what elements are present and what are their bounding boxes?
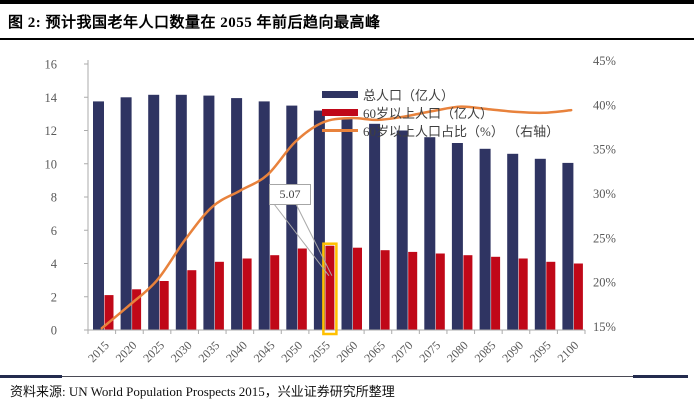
footer-divider [0,375,688,378]
elderly-population-bar [242,258,252,330]
x-axis-label: 2015 [85,338,112,365]
legend-item-total-population: 总人口（亿人） [322,86,559,103]
left-axis-tick-label: 0 [51,324,57,338]
elderly-population-bar [435,253,445,330]
left-axis-tick-label: 8 [51,191,57,205]
total-population-swatch [322,90,358,98]
total-population-bar [148,94,160,330]
right-axis-tick-label: 25% [593,231,616,245]
elderly-population-bar [159,281,169,330]
elderly-population-bar [325,245,335,330]
total-population-bar [175,94,187,330]
total-population-bar [93,101,104,331]
elderly-population-bar [380,250,390,330]
total-population-bar [120,97,132,331]
left-axis-tick-label: 2 [51,290,57,304]
x-axis-label: 2060 [334,338,361,365]
left-axis-tick-label: 10 [45,157,58,171]
total-population-bar [534,158,546,330]
elderly-population-bar [546,261,556,330]
x-axis-label: 2095 [527,338,554,365]
x-axis-label: 2025 [140,338,167,365]
left-axis-tick-label: 16 [45,58,58,72]
elderly-population-bar [104,295,114,330]
x-axis-label: 2055 [306,338,333,365]
total-population-bar [479,148,491,330]
right-axis-tick-label: 20% [593,276,616,290]
x-axis-label: 2065 [361,338,388,365]
elderly-population-bar [353,247,362,330]
elderly-population-bar [297,248,307,330]
x-axis-label: 2045 [251,338,278,365]
x-axis-label: 2020 [113,338,140,365]
total-population-bar [203,95,215,330]
elderly-population-bar [270,255,280,330]
callout-leader-line [273,203,330,277]
peak-value-callout: 5.07 [269,184,311,205]
elderly-population-bar [408,251,418,330]
chart-legend: 总人口（亿人） 60岁以上人口（亿人） 60岁以上人口占比（%） （右轴） [322,86,560,139]
right-axis-tick-label: 45% [593,54,616,68]
x-axis-label: 2070 [389,338,416,365]
peak-value-label: 5.07 [279,187,301,201]
total-population-bar [507,153,519,330]
total-population-bar [286,105,298,330]
left-axis-tick-label: 12 [45,124,58,138]
x-axis-label: 2075 [416,338,443,365]
total-population-bar [313,110,325,330]
source-note: 资料来源: UN World Population Prospects 2015… [10,381,395,400]
legend-label-elderly-population: 60岁以上人口（亿人） [363,105,494,121]
right-axis-tick-label: 40% [593,98,616,112]
right-axis-tick-label: 35% [593,143,616,157]
x-axis-label: 2030 [168,338,195,365]
total-population-bar [258,101,270,331]
left-axis-tick-label: 4 [51,257,58,271]
elderly-share-line-swatch [322,128,358,132]
total-population-bar [451,143,463,330]
right-axis-tick-label: 15% [593,320,616,334]
left-axis-tick-label: 14 [45,91,58,105]
total-population-bar [424,137,436,330]
elderly-share-line [100,105,573,330]
elderly-population-bar [214,261,224,330]
x-axis-label: 2080 [444,338,471,365]
total-population-bar [341,118,353,330]
callout-leader-line [295,203,333,276]
footer-divider-left-cap [0,375,62,378]
legend-item-elderly-population: 60岁以上人口（亿人） [322,104,559,121]
elderly-population-bar [491,256,501,330]
highlight-box [322,242,338,336]
elderly-population-bar [518,258,528,330]
footer-divider-right-cap [633,375,688,378]
source-text: UN World Population Prospects 2015，兴业证券研… [68,384,395,399]
x-axis-label: 2100 [554,338,581,365]
figure-title: 图 2: 预计我国老年人口数量在 2055 年前后趋向最高峰 [8,14,381,31]
left-axis-tick-label: 6 [51,224,57,238]
x-axis-label: 2035 [196,338,223,365]
elderly-population-bar [573,263,583,330]
total-population-bar [396,130,408,330]
right-axis-tick-label: 30% [593,187,616,201]
x-axis-label: 2090 [499,338,526,365]
legend-label-elderly-share: 60岁以上人口占比（%） （右轴） [363,123,560,139]
x-axis-label: 2085 [472,338,499,365]
figure-title-bar: 图 2: 预计我国老年人口数量在 2055 年前后趋向最高峰 [0,0,694,40]
elderly-population-bar [132,289,142,330]
elderly-population-bar [463,255,473,330]
total-population-bar [369,123,381,330]
total-population-bar [562,162,574,330]
x-axis-label: 2050 [278,338,305,365]
source-label: 资料来源: [10,384,69,399]
elderly-population-bar [187,270,197,330]
legend-item-elderly-share: 60岁以上人口占比（%） （右轴） [322,122,560,139]
legend-label-total-population: 总人口（亿人） [363,87,455,103]
total-population-bar [231,98,243,330]
x-axis-label: 2040 [223,338,250,365]
elderly-population-swatch [322,108,358,116]
chart-area: 0 2 4 6 8 10 12 14 16 15% 20% 25% 30% 35% 40% 45% 2015 20… [0,42,694,374]
